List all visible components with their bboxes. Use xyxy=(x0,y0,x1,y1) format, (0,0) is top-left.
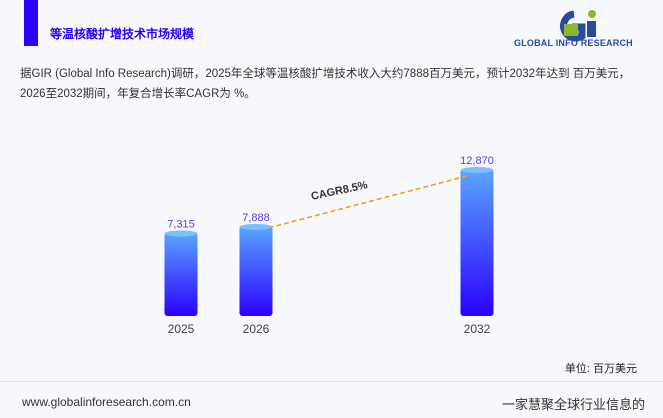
tagline: 一家慧聚全球行业信息的 xyxy=(501,397,645,412)
bar-2026 xyxy=(239,225,273,316)
cagr-line xyxy=(268,175,468,229)
bar-2025 xyxy=(164,232,198,316)
bar-chart: 7,315 2025 7,888 2026 12,870 2032 CAGR8.5% xyxy=(164,155,494,336)
x-tick-2026: 2026 xyxy=(243,322,270,336)
website-link[interactable]: www.globalinforesearch.com.cn xyxy=(22,395,191,409)
bar-2032 xyxy=(460,169,494,316)
bar-cap-2026 xyxy=(239,223,273,230)
data-label-2032: 12,870 xyxy=(460,155,494,167)
gir-logo xyxy=(560,10,596,42)
logo-text: GLOBAL INFO RESEARCH xyxy=(514,38,633,48)
title-accent-bar xyxy=(24,0,38,46)
x-tick-2032: 2032 xyxy=(464,322,491,336)
bar-cap-2025 xyxy=(164,230,198,237)
data-label-2025: 7,315 xyxy=(167,218,195,230)
x-tick-2025: 2025 xyxy=(168,322,195,336)
page-title: 等温核酸扩增技术市场规模 xyxy=(50,27,195,41)
cagr-annotation: CAGR8.5% xyxy=(310,179,369,203)
bar-cap-2032 xyxy=(460,167,494,173)
description: 据GIR (Global Info Research)调研，2025年全球等温核… xyxy=(20,68,631,100)
footer-divider xyxy=(0,381,663,382)
data-label-2026: 7,888 xyxy=(242,212,270,224)
unit-label: 单位: 百万美元 xyxy=(564,363,637,375)
